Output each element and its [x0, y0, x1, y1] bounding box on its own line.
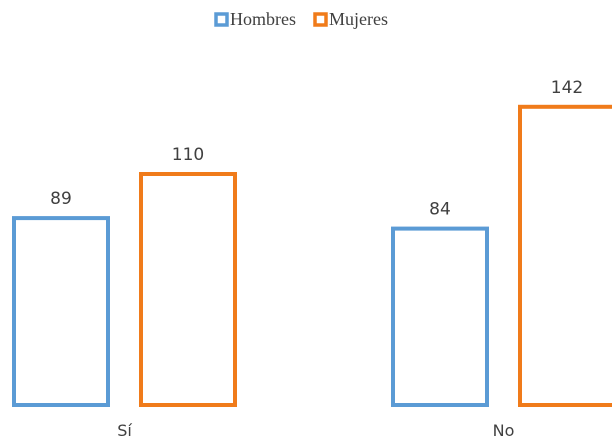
plot-area: 89 110 84 142 [12, 78, 612, 408]
legend-label-mujeres: Mujeres [329, 9, 388, 29]
legend-swatch-hombres [214, 12, 229, 27]
category-axis: Sí No [117, 421, 514, 440]
data-label-mujeres-0: 110 [172, 145, 204, 165]
legend: Hombres Mujeres [214, 9, 388, 29]
category-label-0: Sí [117, 421, 132, 440]
legend-label-hombres: Hombres [230, 9, 296, 29]
data-label-hombres-1: 84 [429, 200, 451, 220]
data-label-hombres-0: 89 [50, 189, 72, 209]
category-label-1: No [493, 421, 515, 440]
legend-swatch-mujeres [313, 12, 328, 27]
data-label-mujeres-1: 142 [551, 78, 583, 98]
bar-hombres-1 [391, 226, 489, 407]
bar-mujeres-0 [139, 172, 237, 407]
bar-mujeres-1 [518, 104, 612, 408]
bar-hombres-0 [12, 216, 110, 407]
